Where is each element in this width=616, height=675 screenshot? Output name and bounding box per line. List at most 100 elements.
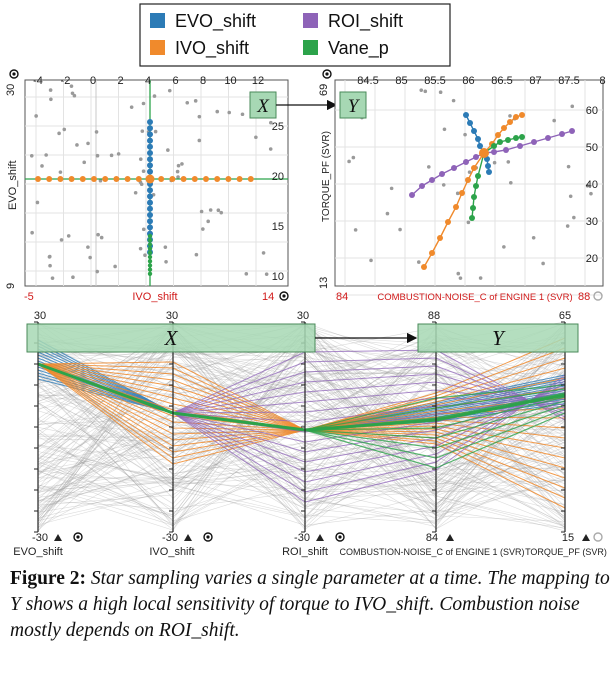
- background-point: [62, 127, 67, 132]
- vane-point: [147, 271, 153, 276]
- background-point: [426, 165, 431, 169]
- ivo-point: [519, 112, 525, 118]
- background-line: [37, 422, 566, 526]
- parallel-axis-top-label: 65: [559, 310, 571, 322]
- parallel-axis-labels: 30 -30 EVO_shift 30 -30 IVO_shift 30 -30 ROI_shi…: [13, 310, 607, 558]
- background-point: [34, 114, 38, 118]
- background-point: [75, 143, 79, 147]
- top-tick-label: 84.5: [357, 75, 378, 87]
- background-point: [269, 120, 273, 125]
- background-point: [219, 210, 224, 215]
- scatter-y-x-min: 84: [336, 291, 348, 303]
- scatter-y-panel: 84.5 85 85.5 86 86.5 87 87.5 8 60 50 40 30 20 69 13…: [318, 69, 606, 303]
- scatter-x-y-max: 30: [5, 84, 17, 96]
- evo-point: [147, 162, 153, 169]
- ivo-point: [135, 176, 142, 182]
- evo-point: [147, 224, 153, 231]
- background-point: [566, 164, 571, 169]
- axis-toggle-icon-dot: [206, 535, 210, 539]
- right-tick-label: 50: [586, 142, 598, 154]
- axis-toggle-icon-dot: [338, 535, 342, 539]
- ivo-point: [247, 176, 254, 182]
- scatter-y-xlabel: COMBUSTION-NOISE_C of ENGINE 1 (SVR): [377, 292, 572, 303]
- vane-point: [147, 238, 153, 243]
- background-point: [552, 118, 556, 123]
- ivo-point: [507, 119, 513, 125]
- scatter-y-y-toggle-icon[interactable]: [322, 69, 332, 79]
- background-point: [138, 246, 143, 251]
- evo-point: [477, 143, 483, 149]
- parallel-x-box: [26, 323, 316, 353]
- scatter-x-right-ticks: 25 20 15 10: [272, 121, 284, 283]
- scatter-x-y-toggle-icon[interactable]: [9, 69, 19, 79]
- background-point: [240, 112, 245, 117]
- ivo-point: [180, 176, 187, 182]
- background-point: [152, 94, 157, 98]
- right-tick-label: 30: [586, 216, 598, 228]
- evo-point: [485, 163, 491, 169]
- axis-sort-icon: [446, 534, 454, 541]
- parallel-x-box-label: X: [164, 326, 179, 350]
- scatter-x-x-toggle-icon[interactable]: [279, 291, 289, 301]
- vane-point: [147, 254, 153, 260]
- scatter-y-ylabel: TORQUE_PF (SVR): [321, 131, 332, 222]
- roi-point: [569, 128, 575, 134]
- legend-label-evo: EVO_shift: [175, 11, 256, 32]
- ivo-point: [113, 176, 120, 182]
- background-point: [261, 251, 266, 255]
- axis-sort-icon: [54, 534, 62, 541]
- top-tick-label: 87.5: [558, 75, 579, 87]
- roi-point: [491, 149, 497, 155]
- figure-caption: Figure 2: Star sampling varies a single …: [10, 566, 610, 644]
- roi-point: [559, 131, 565, 137]
- background-point: [466, 220, 471, 225]
- top-tick-label: 12: [252, 75, 264, 87]
- background-point: [508, 180, 513, 185]
- vane-point: [147, 259, 153, 264]
- background-point: [94, 130, 99, 134]
- background-point: [570, 104, 575, 109]
- top-tick-label: -4: [33, 75, 43, 87]
- background-point: [164, 259, 168, 264]
- background-point: [458, 276, 463, 280]
- vane-point: [147, 267, 153, 272]
- parallel-axis-bottom-label: -30: [32, 532, 48, 544]
- roi-point: [451, 165, 457, 171]
- parallel-axis-top-label: 88: [428, 310, 440, 322]
- axis-sort-icon: [582, 534, 590, 541]
- background-point: [167, 88, 172, 93]
- top-tick-label: 10: [224, 75, 236, 87]
- vane-point: [475, 173, 481, 179]
- legend-label-roi: ROI_shift: [328, 11, 403, 32]
- background-point: [193, 99, 198, 103]
- background-point: [441, 183, 446, 187]
- scatter-y-box: [339, 91, 367, 119]
- background-point: [492, 160, 497, 165]
- evo-point: [147, 150, 153, 156]
- background-point: [389, 186, 394, 191]
- background-point: [264, 272, 269, 276]
- axis-toggle-icon: [203, 532, 213, 542]
- scatter-y-x-toggle-icon[interactable]: [593, 291, 603, 301]
- background-point: [201, 227, 205, 231]
- ivo-point: [158, 176, 165, 182]
- background-point: [48, 263, 52, 268]
- scatter-x-x-toggle-icon-dot: [282, 294, 286, 298]
- background-point: [86, 245, 90, 249]
- background-point: [113, 264, 117, 269]
- background-point: [141, 227, 146, 232]
- parallel-axis-bottom-label: -30: [294, 532, 310, 544]
- top-tick-label: 4: [145, 75, 151, 87]
- vane-point: [471, 194, 477, 200]
- scatter-x-xlabel: IVO_shift: [132, 291, 177, 303]
- legend-swatch-vane: [303, 40, 318, 55]
- parallel-axis-name: IVO_shift: [149, 546, 194, 558]
- ivo-point: [68, 176, 75, 182]
- background-point: [347, 159, 351, 164]
- background-point: [268, 147, 273, 151]
- legend-frame: [139, 3, 451, 67]
- parallel-coordinates-panel: X Y 30 -30 EVO_shift 30 -30 IVO_shift 30 -30 ROI…: [13, 310, 607, 558]
- top-tick-label: 0: [90, 75, 96, 87]
- background-point: [66, 234, 71, 238]
- top-tick-label: 85: [395, 75, 407, 87]
